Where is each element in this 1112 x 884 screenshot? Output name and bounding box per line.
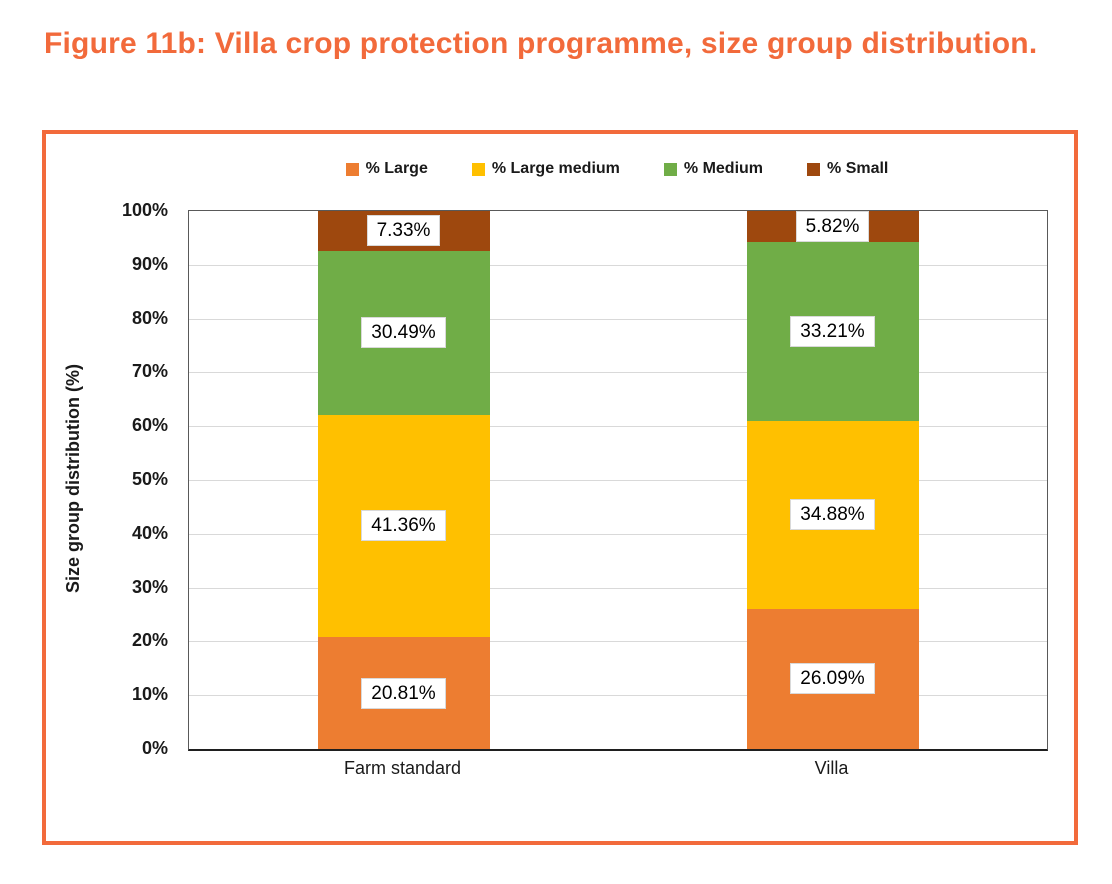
gridline xyxy=(189,318,1047,320)
y-tick-label: 10% xyxy=(131,684,168,705)
y-tick-label: 90% xyxy=(131,253,168,274)
bar-segment: 33.21% xyxy=(746,242,919,421)
bar-segment: 26.09% xyxy=(746,608,919,749)
gridline xyxy=(189,695,1047,697)
gridline xyxy=(189,641,1047,643)
y-tick-label: 20% xyxy=(131,630,168,651)
legend-label: % Large medium xyxy=(491,160,620,177)
data-label: 30.49% xyxy=(361,317,446,349)
gridline xyxy=(189,426,1047,428)
data-label: 41.36% xyxy=(361,510,446,542)
chart-frame: % Large% Large medium% Medium% Small Siz… xyxy=(42,130,1078,845)
legend-label: % Large xyxy=(365,160,428,177)
legend-item-large-medium: % Large medium xyxy=(471,160,620,178)
bar-segment: 34.88% xyxy=(746,421,919,609)
legend-label: % Medium xyxy=(683,160,764,177)
legend-item-small: % Small xyxy=(807,160,888,178)
y-tick-label: 100% xyxy=(121,200,168,220)
y-tick-label: 70% xyxy=(131,361,168,382)
legend-swatch-icon xyxy=(807,162,821,176)
gridline xyxy=(189,533,1047,535)
bar-segment: 7.33% xyxy=(317,211,490,251)
data-label: 7.33% xyxy=(366,215,441,247)
data-label: 5.82% xyxy=(795,211,870,243)
stacked-bar-farm-standard: 20.81% 41.36% 30.49% 7.33% xyxy=(317,211,490,749)
plot-area: 20.81% 41.36% 30.49% 7.33% 26.09% 34.88% 33.21… xyxy=(188,210,1048,751)
gridline xyxy=(189,587,1047,589)
chart-legend: % Large % Large medium % Medium % Small xyxy=(188,158,1046,180)
legend-swatch-icon xyxy=(663,162,677,176)
x-axis-category-labels: Farm standard Villa xyxy=(188,758,1046,784)
gridline xyxy=(189,480,1047,481)
y-tick-label: 80% xyxy=(131,307,168,328)
gridline xyxy=(189,372,1047,374)
legend-label: % Small xyxy=(827,160,889,177)
legend-swatch-icon xyxy=(345,162,359,176)
bar-segment: 41.36% xyxy=(317,414,490,638)
y-tick-label: 50% xyxy=(131,469,168,489)
legend-item-large: % Large xyxy=(345,160,428,178)
bar-segment: 5.82% xyxy=(746,211,919,243)
gridline xyxy=(189,264,1047,266)
data-label: 20.81% xyxy=(361,677,446,709)
stacked-bar-villa: 26.09% 34.88% 33.21% 5.82% xyxy=(746,211,919,749)
bar-segment: 30.49% xyxy=(317,250,490,415)
data-label: 34.88% xyxy=(790,499,875,531)
data-label: 26.09% xyxy=(790,663,875,695)
y-tick-label: 60% xyxy=(131,415,168,436)
x-category-label: Villa xyxy=(814,758,849,778)
bar-segment: 20.81% xyxy=(317,637,490,749)
y-axis-ticks: 0% 10% 20% 30% 40% 50% 60% 70% 80% 90% 100% xyxy=(46,200,178,758)
y-tick-label: 40% xyxy=(131,522,168,543)
x-category-label: Farm standard xyxy=(343,758,462,778)
y-tick-label: 30% xyxy=(131,576,168,597)
legend-swatch-icon xyxy=(471,162,485,176)
legend-item-medium: % Medium xyxy=(663,160,764,178)
figure-title: Figure 11b: Villa crop protection progra… xyxy=(44,27,1038,60)
y-tick-label: 0% xyxy=(141,738,168,758)
data-label: 33.21% xyxy=(790,316,875,348)
